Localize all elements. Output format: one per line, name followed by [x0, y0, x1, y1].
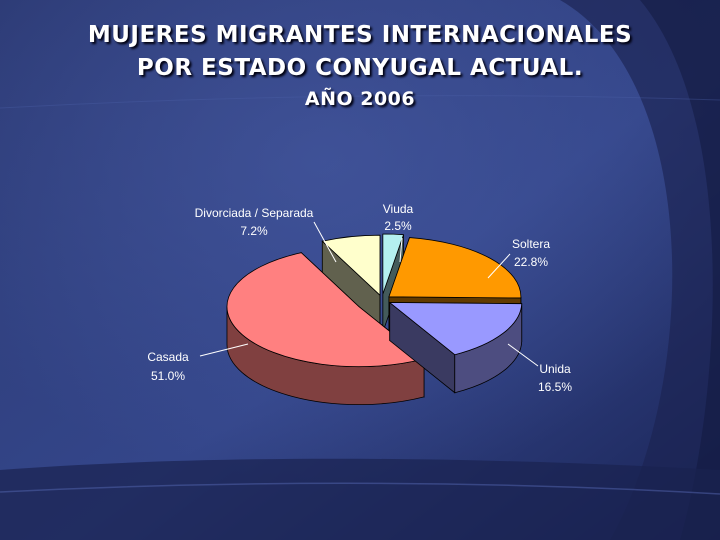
- pie-slice-top: [226, 252, 425, 368]
- leader-line-casada: [199, 343, 249, 357]
- pie-slice-top: [382, 233, 405, 295]
- title-line-2: POR ESTADO CONYUGAL ACTUAL.: [136, 55, 584, 81]
- decor-bottom-band: [0, 458, 720, 540]
- slice-value-unida: 16.5%: [538, 380, 572, 394]
- slice-value-viuda: 2.5%: [384, 219, 412, 233]
- decor-curve-edge: [640, 0, 720, 540]
- pie-slice-top: [388, 237, 522, 299]
- leader-line-unida: [507, 343, 539, 367]
- decor-bottom-line: [0, 482, 720, 495]
- pie-slice-casada: [226, 251, 425, 406]
- slice-label-soltera: Soltera: [512, 237, 550, 251]
- title-line-1: MUJERES MIGRANTES INTERNACIONALES: [87, 22, 633, 48]
- pie-chart: [226, 233, 523, 406]
- title-line-3: AÑO 2006: [304, 88, 416, 110]
- leader-line-viuda: [399, 237, 403, 263]
- decor-curve-right: [560, 0, 720, 540]
- leader-line-divorciada-separada: [313, 221, 337, 263]
- slice-label-casada: Casada: [147, 350, 189, 364]
- slice-label-divorciada-separada: Divorciada / Separada: [195, 206, 314, 220]
- slice-value-divorciada-separada: 7.2%: [240, 224, 268, 238]
- slice-label-viuda: Viuda: [383, 202, 414, 216]
- pie-slice-top: [321, 234, 381, 297]
- slice-value-soltera: 22.8%: [514, 255, 548, 269]
- slice-value-casada: 51.0%: [151, 369, 185, 383]
- slice-label-unida: Unida: [539, 362, 571, 376]
- leader-line-soltera: [487, 253, 511, 279]
- decor-top-line: [0, 95, 720, 109]
- pie-slice-divorciada-separada: [321, 234, 381, 335]
- pie-slice-unida: [388, 301, 523, 394]
- pie-labels: Viuda 2.5% Soltera 22.8% Unida 16.5% Casada 51.…: [147, 202, 572, 394]
- pie-slice-top: [388, 302, 523, 356]
